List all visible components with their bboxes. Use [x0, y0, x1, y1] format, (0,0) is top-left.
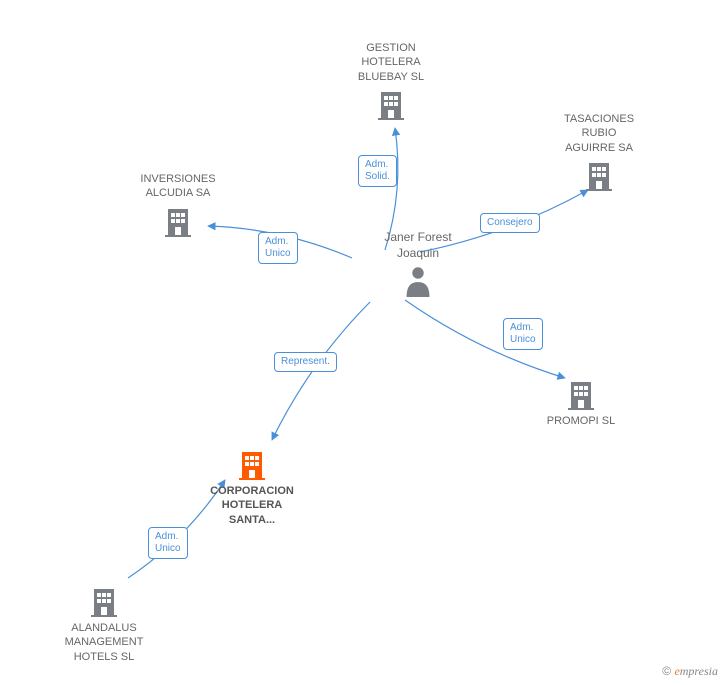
- company-label: PROMOPI SL: [526, 414, 636, 428]
- building-icon: [49, 585, 159, 617]
- company-label: ALANDALUS MANAGEMENT HOTELS SL: [49, 621, 159, 664]
- building-icon: [123, 205, 233, 237]
- company-node-inversiones[interactable]: INVERSIONES ALCUDIA SA: [123, 172, 233, 237]
- building-icon: [526, 378, 636, 410]
- building-icon: [197, 448, 307, 480]
- company-label: TASACIONES RUBIO AGUIRRE SA: [544, 112, 654, 155]
- company-label: CORPORACION HOTELERA SANTA...: [197, 484, 307, 527]
- brand-rest: mpresia: [680, 664, 718, 678]
- edge-label: Represent.: [274, 352, 337, 372]
- edge-label: Adm. Unico: [503, 318, 543, 350]
- edge-label: Consejero: [480, 213, 540, 233]
- building-icon: [544, 159, 654, 191]
- company-node-alandalus[interactable]: ALANDALUS MANAGEMENT HOTELS SL: [49, 585, 159, 664]
- center-label: Janer Forest Joaquin: [368, 230, 468, 261]
- edge-label: Adm. Unico: [258, 232, 298, 264]
- person-icon: [404, 265, 432, 297]
- company-node-corporacion[interactable]: CORPORACION HOTELERA SANTA...: [197, 448, 307, 527]
- watermark: © empresia: [662, 664, 718, 679]
- company-label: GESTION HOTELERA BLUEBAY SL: [336, 41, 446, 84]
- company-node-gestion[interactable]: GESTION HOTELERA BLUEBAY SL: [336, 41, 446, 120]
- edge-label: Adm. Unico: [148, 527, 188, 559]
- center-node[interactable]: Janer Forest Joaquin: [368, 230, 468, 297]
- company-node-promopi[interactable]: PROMOPI SL: [526, 378, 636, 428]
- company-label: INVERSIONES ALCUDIA SA: [123, 172, 233, 201]
- building-icon: [336, 88, 446, 120]
- company-node-tasaciones[interactable]: TASACIONES RUBIO AGUIRRE SA: [544, 112, 654, 191]
- edge-label: Adm. Solid.: [358, 155, 397, 187]
- copyright-symbol: ©: [662, 664, 671, 678]
